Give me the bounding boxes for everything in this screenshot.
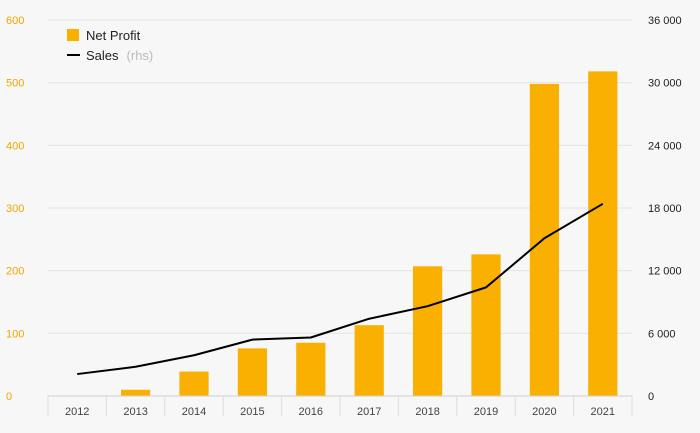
y-left-tick-label: 100 <box>6 328 24 340</box>
x-tick-label: 2020 <box>532 406 556 418</box>
bar-2020 <box>529 83 559 397</box>
x-tick-label: 2015 <box>240 406 264 418</box>
x-tick-label: 2013 <box>123 406 147 418</box>
x-tick-label: 2012 <box>65 406 89 418</box>
x-tick-label: 2017 <box>357 406 381 418</box>
bar-2017 <box>354 325 384 396</box>
x-tick-label: 2019 <box>474 406 498 418</box>
y-right-tick-label: 30 000 <box>648 78 682 90</box>
x-tick-label: 2016 <box>299 406 323 418</box>
y-left-tick-label: 500 <box>6 78 24 90</box>
y-right-tick-label: 0 <box>648 391 654 403</box>
y-right-tick-label: 24 000 <box>648 140 682 152</box>
bar-2015 <box>237 348 267 396</box>
bar-2014 <box>179 371 209 396</box>
sales-line <box>77 202 604 376</box>
bar-2016 <box>296 342 326 396</box>
y-right-tick-label: 18 000 <box>648 203 682 215</box>
x-tick-label: 2018 <box>415 406 439 418</box>
axes: 0 100 200 300 400 500 600 0 6 000 12 000 18 000 24 … <box>6 15 682 418</box>
bar-series-net-profit <box>121 71 618 397</box>
y-left-tick-label: 600 <box>6 15 24 27</box>
legend-label-sales-suffix: (rhs) <box>127 48 154 63</box>
y-left-tick-label: 400 <box>6 140 24 152</box>
legend-swatch-net-profit <box>67 29 79 41</box>
y-left-tick-label: 200 <box>6 266 24 278</box>
y-left-tick-label: 300 <box>6 203 24 215</box>
y-right-tick-label: 12 000 <box>648 266 682 278</box>
legend-label-net-profit: Net Profit <box>86 28 141 43</box>
y-right-tick-label: 6 000 <box>648 328 676 340</box>
bar-2019 <box>471 254 501 396</box>
legend-label-sales-name: Sales <box>86 48 119 63</box>
x-tick-label: 2021 <box>591 406 615 418</box>
x-tick-label: 2014 <box>182 406 206 418</box>
bar-2018 <box>413 266 443 396</box>
line-series-sales <box>77 202 604 376</box>
legend-label-sales: Sales (rhs) <box>86 47 153 64</box>
bar-2021 <box>588 71 618 397</box>
y-right-tick-label: 36 000 <box>648 15 682 27</box>
y-left-tick-label: 0 <box>6 391 12 403</box>
legend: Net Profit Sales (rhs) <box>67 28 153 64</box>
bar-2013 <box>121 389 151 396</box>
